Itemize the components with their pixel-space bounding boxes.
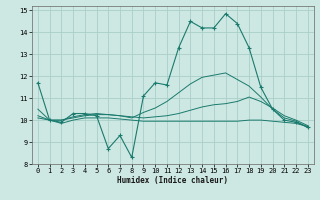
- X-axis label: Humidex (Indice chaleur): Humidex (Indice chaleur): [117, 176, 228, 185]
